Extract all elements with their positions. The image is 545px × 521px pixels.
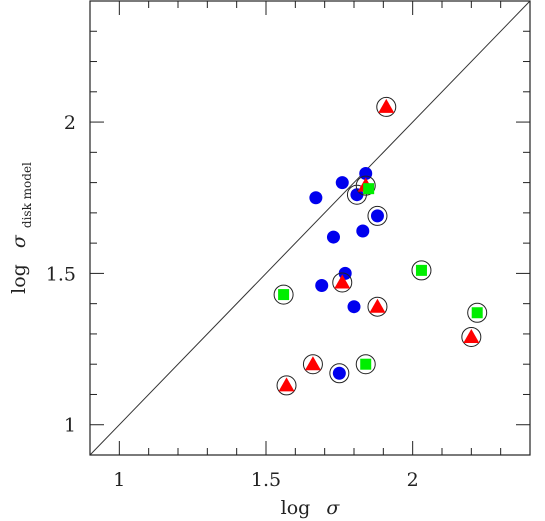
- red-triangle-point: [378, 98, 395, 113]
- green-square-point: [278, 289, 290, 301]
- y-tick-labels: 11.52: [46, 112, 76, 437]
- green-square-point: [360, 358, 372, 370]
- ring-marker: [461, 326, 482, 347]
- one-to-one-line: [89, 0, 531, 456]
- red-triangle-point: [334, 274, 351, 289]
- x-tick-label: 1: [113, 469, 125, 491]
- blue-circle-point: [370, 209, 384, 223]
- y-tick-label: 1.5: [46, 263, 76, 285]
- x-axis-label: log σ: [281, 497, 341, 519]
- ring-marker: [367, 205, 388, 226]
- ring-marker: [355, 175, 376, 196]
- red-triangle-point: [369, 298, 386, 313]
- ring-marker: [355, 354, 376, 375]
- x-axis-label-symbol: σ: [326, 497, 340, 519]
- x-tick-label: 1.5: [251, 469, 281, 491]
- ring-marker: [367, 296, 388, 317]
- x-tick-label: 2: [407, 469, 419, 491]
- y-tick-label: 2: [64, 112, 76, 134]
- green-square-point: [471, 307, 483, 319]
- x-axis-label-prefix: log: [281, 497, 311, 519]
- green-square-point: [415, 264, 427, 276]
- data-points: [273, 96, 488, 396]
- green-square-point: [363, 183, 375, 195]
- ring-marker: [273, 284, 294, 305]
- red-triangle-point: [304, 356, 321, 371]
- ring-marker: [411, 260, 432, 281]
- blue-circle-point: [326, 230, 340, 244]
- blue-circle-point: [335, 176, 349, 190]
- plot-frame: [89, 0, 531, 456]
- y-axis-label-subscript: disk model: [20, 162, 34, 228]
- ring-marker: [467, 302, 488, 323]
- y-axis-label-symbol: σ: [8, 234, 30, 248]
- y-axis-label: log σ disk model: [8, 162, 34, 294]
- ring-marker: [332, 272, 353, 293]
- y-tick-label: 1: [64, 415, 76, 437]
- blue-circle-point: [332, 366, 346, 380]
- x-tick-labels: 1 1.5 2: [113, 469, 418, 491]
- ring-marker: [376, 96, 397, 117]
- y-axis-label-prefix: log: [8, 264, 30, 294]
- blue-circle-point: [315, 279, 329, 293]
- blue-circle-point: [356, 224, 370, 238]
- ring-marker: [276, 375, 297, 396]
- ring-marker: [329, 363, 350, 384]
- red-triangle-point: [278, 377, 295, 392]
- blue-circle-point: [347, 300, 361, 314]
- red-triangle-point: [463, 328, 480, 343]
- ring-marker: [302, 354, 323, 375]
- blue-circle-point: [309, 191, 323, 205]
